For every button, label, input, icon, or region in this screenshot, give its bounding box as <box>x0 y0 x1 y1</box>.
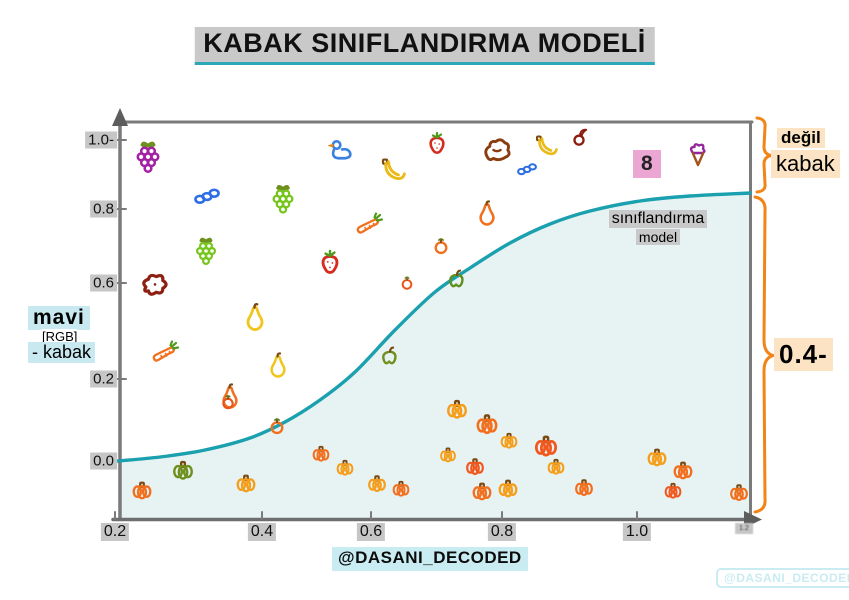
page-title: KABAK SINIFLANDIRMA MODELİ <box>194 27 655 65</box>
scatter-grapes-icon <box>136 141 160 173</box>
scatter-pumpkin-icon <box>547 458 565 475</box>
scatter-tomato-icon <box>401 276 413 290</box>
classification-curve <box>116 191 752 463</box>
credit-handle: @DASANI_DECODED <box>332 547 528 571</box>
pink-eight-marker: 8 <box>633 150 661 178</box>
scatter-pumpkin-icon <box>440 447 456 463</box>
scatter-pumpkin-icon <box>312 445 330 462</box>
right-label-kabak: kabak <box>771 150 840 178</box>
scatter-dog-icon <box>484 138 511 162</box>
scatter-icecream-icon <box>689 143 706 167</box>
scatter-berries-icon <box>517 163 537 176</box>
scatter-pumpkin-icon <box>664 482 682 499</box>
x-tick-label: 1.0 <box>622 523 652 541</box>
scatter-banana-icon <box>536 135 558 156</box>
scatter-pumpkin-icon <box>173 460 193 480</box>
y-axis-label-mavi: mavi <box>28 306 90 330</box>
x-tick-label: 0.8 <box>487 523 517 541</box>
bracket-threshold <box>753 195 775 514</box>
curve-label-line2: model <box>635 229 681 245</box>
scatter-gourd-icon <box>479 200 495 226</box>
scatter-cherry-icon <box>573 128 588 146</box>
scatter-grapes-icon <box>196 237 217 266</box>
scatter-meat-icon <box>142 273 168 296</box>
scatter-duck-icon <box>328 139 352 160</box>
y-tick-label: 0.8 <box>90 200 117 218</box>
y-tick-label: 0.2 <box>90 370 117 388</box>
scatter-pumpkin-icon <box>498 479 518 498</box>
scatter-banana-icon <box>381 158 406 181</box>
scatter-pepper-icon <box>382 346 397 365</box>
scatter-pumpkin-icon <box>236 474 256 493</box>
scatter-pumpkin-icon <box>575 479 593 497</box>
scatter-pumpkin-icon <box>673 461 693 480</box>
bracket-not-pumpkin <box>755 116 773 194</box>
watermark-badge: @DASANI_DECODED <box>716 568 849 588</box>
scatter-strawberry-icon <box>429 131 445 154</box>
y-tick-label: 1.0- <box>85 131 117 149</box>
scatter-grapes-icon <box>272 185 294 214</box>
y-tick-label: 0.6 <box>90 274 117 292</box>
scatter-berries-icon <box>194 188 220 205</box>
right-label-threshold: 0.4- <box>774 338 833 371</box>
scatter-tomato-icon <box>222 395 234 410</box>
scatter-pumpkin-icon <box>368 475 386 493</box>
scatter-pumpkin-icon <box>476 414 498 435</box>
scatter-carrot-icon <box>356 212 384 234</box>
scatter-pumpkin-icon <box>730 484 748 502</box>
y-axis-arrow-icon <box>112 108 128 126</box>
y-axis-label-kabak: - kabak <box>28 342 96 363</box>
y-tick-label: 0.0 <box>90 452 117 470</box>
scatter-strawberry-icon <box>321 249 339 274</box>
curve-label-line1: sınıflandırma <box>608 210 708 228</box>
scatter-pepper-icon <box>449 269 464 288</box>
scatter-gourd-icon <box>222 383 238 409</box>
scatter-gourd-icon <box>246 302 264 331</box>
scatter-carrot-icon <box>152 340 180 362</box>
scatter-pumpkin-icon <box>647 448 667 467</box>
scatter-tomato-icon <box>434 238 448 255</box>
x-tick-label: 1.2 <box>735 523 753 534</box>
scatter-pumpkin-icon <box>500 432 518 449</box>
x-tick-label: 0.2 <box>100 523 130 541</box>
scatter-pumpkin-icon <box>472 482 492 501</box>
curve-label: sınıflandırma model <box>597 210 719 247</box>
scatter-gourd-icon <box>270 352 286 378</box>
scatter-pumpkin-icon <box>534 435 558 457</box>
area-under-curve <box>118 193 750 518</box>
plot-frame <box>118 120 754 521</box>
scatter-pumpkin-icon <box>392 480 410 497</box>
x-tick-label: 0.6 <box>356 523 386 541</box>
scatter-tomato-icon <box>270 418 284 435</box>
scatter-pumpkin-icon <box>132 481 152 500</box>
y-axis-label-rgb: [RGB] <box>42 329 78 344</box>
scatter-pumpkin-icon <box>447 399 467 419</box>
right-label-degil: değil <box>777 128 825 148</box>
x-tick-label: 0.4 <box>247 523 277 541</box>
scatter-pumpkin-icon <box>466 458 484 476</box>
scatter-pumpkin-icon <box>336 459 354 476</box>
